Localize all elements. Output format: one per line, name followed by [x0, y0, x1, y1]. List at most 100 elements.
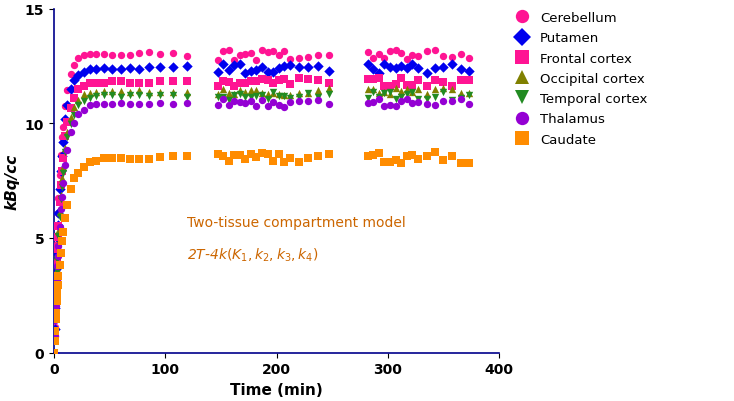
Point — [55, 192, 67, 198]
Point — [51, 275, 62, 282]
Point — [62, 202, 73, 208]
Point — [59, 163, 71, 169]
Point — [379, 90, 390, 97]
Point — [142, 65, 154, 71]
Point — [455, 96, 467, 102]
Point — [48, 349, 59, 356]
Point — [84, 96, 95, 102]
Point — [90, 80, 102, 87]
Point — [421, 92, 432, 98]
Point — [49, 310, 61, 316]
Point — [48, 324, 60, 330]
Point — [90, 67, 102, 73]
Point — [49, 305, 61, 312]
Point — [284, 57, 296, 63]
Point — [293, 55, 305, 62]
Point — [245, 79, 257, 85]
Point — [245, 87, 257, 94]
Point — [312, 88, 324, 94]
Point — [223, 97, 235, 104]
Point — [379, 61, 390, 68]
Point — [284, 93, 296, 99]
Point — [98, 101, 110, 108]
Point — [181, 54, 193, 60]
Point — [52, 282, 64, 289]
Point — [373, 97, 385, 103]
Point — [51, 266, 62, 272]
Point — [106, 79, 117, 85]
Point — [228, 93, 240, 99]
Point — [154, 92, 166, 99]
Point — [115, 67, 126, 73]
Point — [49, 328, 61, 334]
Y-axis label: kBq/cc: kBq/cc — [4, 153, 19, 209]
Point — [181, 100, 193, 107]
Point — [368, 99, 379, 106]
Point — [368, 77, 379, 83]
Point — [373, 151, 385, 157]
Point — [51, 260, 62, 266]
Point — [48, 329, 60, 335]
Point — [115, 155, 126, 162]
Point — [284, 81, 296, 88]
Point — [68, 104, 80, 110]
Point — [51, 310, 62, 316]
Point — [256, 65, 268, 71]
Point — [62, 129, 73, 136]
Point — [407, 82, 418, 89]
Point — [390, 66, 401, 72]
Point — [211, 152, 223, 158]
Point — [106, 92, 117, 99]
Point — [62, 147, 73, 154]
Point — [50, 294, 62, 300]
Point — [463, 56, 475, 62]
Point — [52, 245, 64, 252]
Point — [284, 96, 296, 102]
Point — [54, 209, 65, 216]
Point — [293, 91, 305, 97]
Point — [384, 49, 396, 55]
Point — [48, 332, 60, 339]
Point — [98, 80, 110, 87]
Point — [455, 77, 467, 84]
Point — [181, 95, 193, 101]
Point — [154, 51, 166, 58]
Point — [181, 153, 193, 160]
Point — [65, 105, 76, 111]
Point — [234, 100, 246, 106]
Point — [78, 107, 90, 114]
Point — [463, 68, 475, 75]
Point — [50, 316, 62, 323]
Point — [407, 90, 418, 96]
Point — [65, 122, 76, 128]
Point — [62, 135, 73, 141]
Point — [267, 91, 279, 97]
Point — [51, 259, 62, 266]
Point — [429, 103, 440, 109]
Point — [267, 69, 279, 76]
Point — [379, 90, 390, 96]
Point — [90, 158, 102, 165]
Point — [446, 61, 458, 68]
Point — [57, 155, 69, 162]
Point — [142, 89, 154, 95]
Point — [115, 53, 126, 59]
Point — [228, 63, 240, 69]
Point — [62, 103, 73, 109]
Point — [379, 159, 390, 166]
Point — [273, 77, 285, 83]
Point — [412, 100, 424, 106]
Point — [167, 93, 179, 99]
Point — [262, 70, 274, 77]
Point — [52, 210, 64, 216]
Point — [57, 171, 69, 177]
Point — [68, 77, 80, 84]
Point — [53, 273, 65, 280]
Point — [239, 80, 251, 87]
Point — [59, 150, 71, 156]
Point — [217, 87, 229, 93]
Point — [463, 101, 475, 108]
Point — [384, 90, 396, 96]
Point — [48, 349, 59, 356]
Point — [115, 95, 126, 101]
